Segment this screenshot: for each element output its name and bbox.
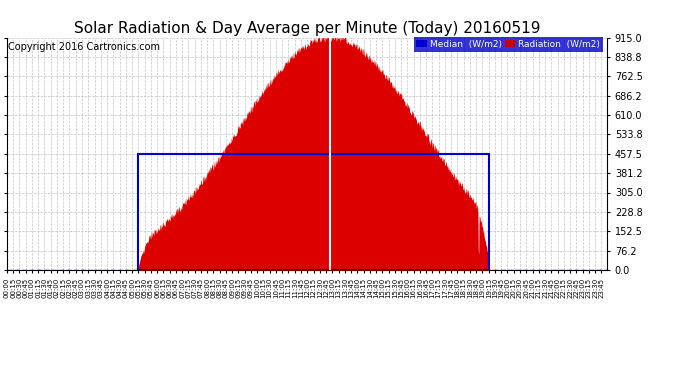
Title: Solar Radiation & Day Average per Minute (Today) 20160519: Solar Radiation & Day Average per Minute…: [74, 21, 540, 36]
Legend: Median  (W/m2), Radiation  (W/m2): Median (W/m2), Radiation (W/m2): [413, 38, 602, 52]
Text: Copyright 2016 Cartronics.com: Copyright 2016 Cartronics.com: [8, 42, 159, 52]
Bar: [138, 154, 489, 270]
